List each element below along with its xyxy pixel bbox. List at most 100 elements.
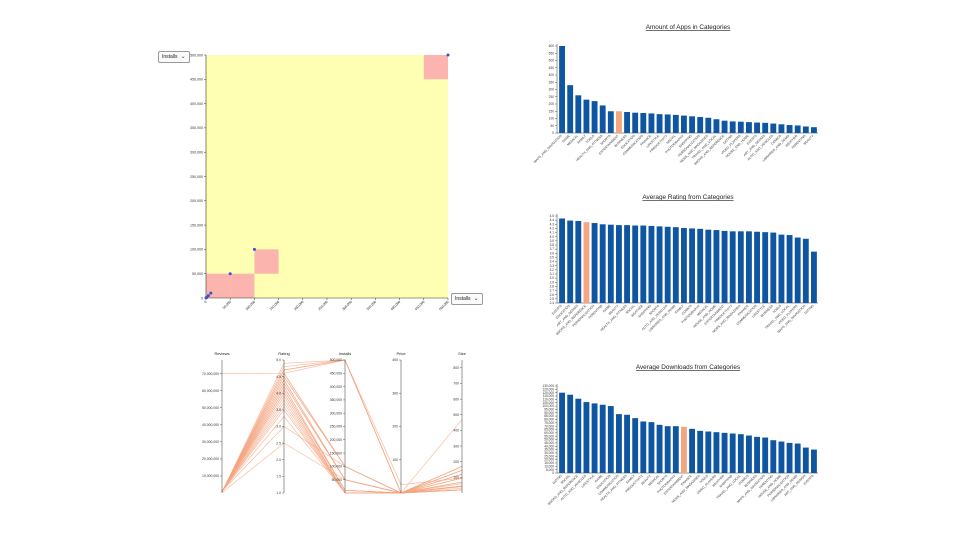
- bar: [689, 116, 695, 133]
- x-axis-select[interactable]: Installs ⌄: [451, 293, 483, 305]
- bar: [599, 404, 606, 473]
- bar: [672, 227, 679, 303]
- x-tick-label: DATING: [803, 304, 815, 316]
- y-tick-label: 600: [549, 44, 555, 48]
- density-cell: [206, 273, 231, 298]
- chevron-down-icon: ⌄: [473, 296, 479, 302]
- bar: [786, 235, 793, 303]
- y-tick-label: 105,000: [542, 401, 554, 405]
- bar: [607, 224, 614, 303]
- bar: [697, 117, 704, 133]
- axis-tick-label: 2.0: [276, 458, 281, 462]
- axis-tick-label: 150,000: [330, 451, 342, 455]
- bar: [648, 422, 655, 473]
- bar: [575, 220, 582, 303]
- bar: [591, 223, 598, 303]
- y-tick-label: 150,000: [190, 223, 203, 227]
- bar: [729, 433, 736, 473]
- y-tick-label: 450,000: [190, 78, 203, 82]
- x-tick-label: 150,000: [269, 300, 281, 312]
- bar: [737, 121, 744, 133]
- y-tick-label: 130,000: [542, 384, 554, 388]
- y-tick-label: 300: [549, 88, 555, 92]
- x-tick-label: MAPS_AND_NAVIGATION: [533, 133, 564, 164]
- bar: [762, 232, 769, 303]
- chevron-down-icon: ⌄: [180, 54, 186, 60]
- bar: [567, 220, 574, 303]
- y-tick-label: 550: [549, 51, 555, 55]
- parallel-coordinates-plot: Reviews 10,000,000 20,000,000 30,000,000 40,…: [202, 351, 467, 495]
- bar: [689, 428, 695, 473]
- y-tick-label: 350: [549, 80, 555, 84]
- bar: [583, 402, 590, 473]
- bar: [632, 225, 639, 303]
- x-tick-label: EVENTS: [551, 304, 563, 316]
- bar: [648, 113, 655, 133]
- data-line: [221, 395, 463, 494]
- bar: [664, 226, 671, 303]
- scatter-background: [206, 55, 448, 298]
- axis-tick-label: 450,000: [330, 372, 342, 376]
- y-tick-label: 400: [549, 73, 555, 77]
- bar: [591, 101, 598, 133]
- bar: [778, 234, 785, 303]
- y-tick-label: 150: [549, 109, 555, 113]
- y-tick-label: 95,000: [544, 408, 554, 412]
- y-tick-label: 350,000: [190, 126, 203, 130]
- y-tick-label: 3.7: [550, 247, 555, 251]
- axis-tick-label: 200: [392, 425, 398, 429]
- y-tick-label: 60,000: [544, 431, 554, 435]
- bar: [713, 119, 720, 133]
- y-axis-select[interactable]: Installs ⌄: [158, 51, 190, 63]
- x-tick-label: FAMILY: [576, 133, 587, 144]
- axis-tick-label: 1.5: [276, 475, 281, 479]
- data-point: [206, 294, 210, 298]
- y-tick-label: 0: [201, 296, 203, 300]
- axis-title: Rating: [278, 351, 290, 356]
- y-tick-label: 45,000: [544, 441, 554, 445]
- y-tick-label: 3.3: [550, 264, 555, 268]
- axis-tick-label: 500: [453, 413, 459, 417]
- bar: [705, 117, 712, 133]
- y-tick-label: 4.3: [550, 222, 555, 226]
- bar: [656, 226, 663, 303]
- y-tick-label: 30,000: [544, 451, 554, 455]
- x-tick-label: FAMILY: [625, 473, 636, 484]
- bar: [713, 432, 720, 473]
- axis-tick-label: 700: [453, 382, 459, 386]
- bar: [567, 394, 574, 473]
- bar: [786, 125, 793, 133]
- y-tick-label: 2.9: [550, 280, 555, 284]
- x-tick-label: EVENTS: [746, 134, 758, 146]
- x-tick-label: SOCIAL: [560, 474, 571, 485]
- bar: [802, 238, 809, 303]
- bar: [705, 229, 712, 303]
- axis-tick-label: 350,000: [330, 398, 342, 402]
- y-tick-label: 0: [552, 471, 554, 475]
- bar: [664, 114, 671, 133]
- y-tick-label: 10,000: [544, 464, 554, 468]
- x-tick-label: TOOLS: [772, 304, 782, 314]
- bar: [583, 99, 590, 133]
- x-tick-label: 450,000: [414, 300, 426, 312]
- y-tick-label: 3.5: [550, 256, 555, 260]
- y-tick-label: 50,000: [192, 272, 203, 276]
- axis-tick-label: 100: [392, 458, 398, 462]
- data-point: [228, 272, 232, 276]
- axis-title: Installs: [339, 351, 351, 356]
- y-tick-label: 0: [552, 131, 554, 135]
- bar: [689, 228, 695, 303]
- x-tick-label: 200,000: [293, 300, 305, 312]
- axis-tick-label: 3.0: [276, 425, 281, 429]
- bar: [624, 225, 630, 303]
- y-tick-label: 55,000: [544, 434, 554, 438]
- y-tick-label: 2.7: [550, 289, 555, 293]
- axis-tick-label: 4.5: [276, 375, 281, 379]
- axis-tick-label: 1.0: [276, 491, 281, 495]
- bar: [583, 222, 590, 303]
- bar: [802, 447, 809, 473]
- bar: [754, 436, 760, 473]
- y-tick-label: 100,000: [542, 404, 554, 408]
- installs-scatter-plot: 0 50,000 100,000 150,000 200,000 250,000 300,0…: [190, 53, 450, 312]
- bar: [697, 228, 704, 303]
